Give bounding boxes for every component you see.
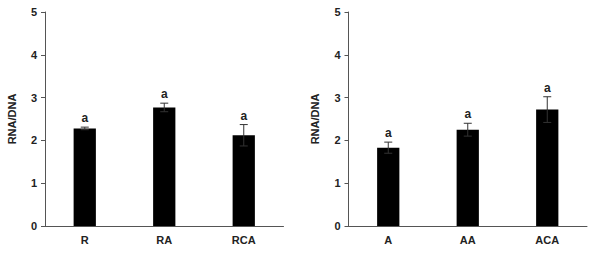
svg-text:R: R bbox=[81, 234, 89, 246]
svg-text:A: A bbox=[384, 234, 392, 246]
svg-text:1: 1 bbox=[334, 177, 340, 189]
svg-text:a: a bbox=[464, 107, 471, 121]
svg-text:a: a bbox=[544, 81, 551, 95]
svg-text:a: a bbox=[240, 109, 247, 123]
svg-text:2: 2 bbox=[31, 134, 37, 146]
svg-text:3: 3 bbox=[334, 92, 340, 104]
svg-text:RCA: RCA bbox=[232, 234, 256, 246]
svg-text:a: a bbox=[385, 126, 392, 140]
svg-text:RA: RA bbox=[156, 234, 172, 246]
svg-text:ACA: ACA bbox=[535, 234, 559, 246]
svg-text:4: 4 bbox=[334, 49, 341, 61]
svg-text:2: 2 bbox=[334, 134, 340, 146]
svg-text:0: 0 bbox=[31, 220, 37, 232]
svg-text:AA: AA bbox=[460, 234, 476, 246]
svg-text:0: 0 bbox=[334, 220, 340, 232]
svg-text:4: 4 bbox=[31, 49, 38, 61]
svg-text:5: 5 bbox=[334, 6, 340, 18]
svg-text:a: a bbox=[161, 87, 168, 101]
svg-text:RNA/DNA: RNA/DNA bbox=[6, 94, 18, 145]
svg-text:5: 5 bbox=[31, 6, 37, 18]
svg-text:3: 3 bbox=[31, 92, 37, 104]
svg-text:a: a bbox=[81, 111, 88, 125]
svg-text:1: 1 bbox=[31, 177, 37, 189]
svg-text:RNA/DNA: RNA/DNA bbox=[309, 94, 321, 145]
